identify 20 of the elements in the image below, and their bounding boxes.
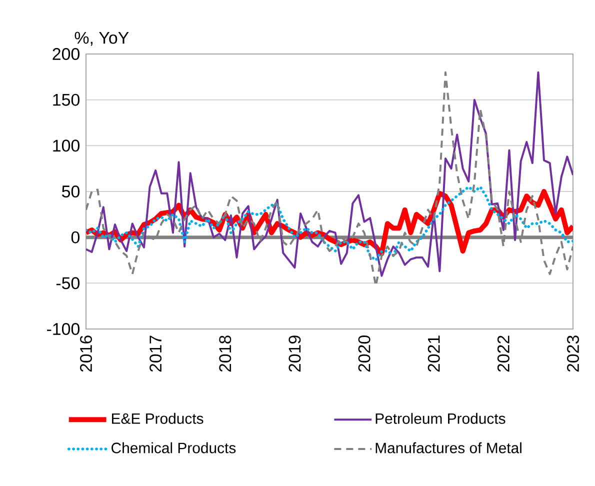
y-tick-label: 150 (53, 94, 80, 106)
y-tick-label: -50 (56, 277, 80, 290)
y-axis-title: %, YoY (74, 32, 129, 46)
y-tick-label: 100 (53, 140, 80, 152)
legend-label: Chemical Products (112, 442, 236, 454)
y-tick-label: -100 (47, 323, 80, 335)
x-tick-label: 2016 (80, 336, 92, 372)
x-tick-label: 2023 (567, 336, 580, 372)
y-tick-label: 200 (52, 48, 80, 60)
legend-label: Petroleum Products (376, 412, 506, 424)
x-tick-label: 2018 (219, 336, 232, 372)
x-tick-label: 2021 (428, 336, 440, 372)
x-tick-label: 2022 (497, 336, 510, 372)
legend-label: Manufactures of Metal (376, 442, 522, 454)
x-tick-label: 2019 (288, 336, 301, 372)
x-tick-label: 2020 (358, 336, 370, 372)
legend-label: E&E Products (112, 412, 204, 424)
y-tick-label: 50 (62, 186, 80, 198)
y-tick-label: 0 (71, 231, 80, 244)
x-tick-label: 2017 (150, 336, 162, 372)
